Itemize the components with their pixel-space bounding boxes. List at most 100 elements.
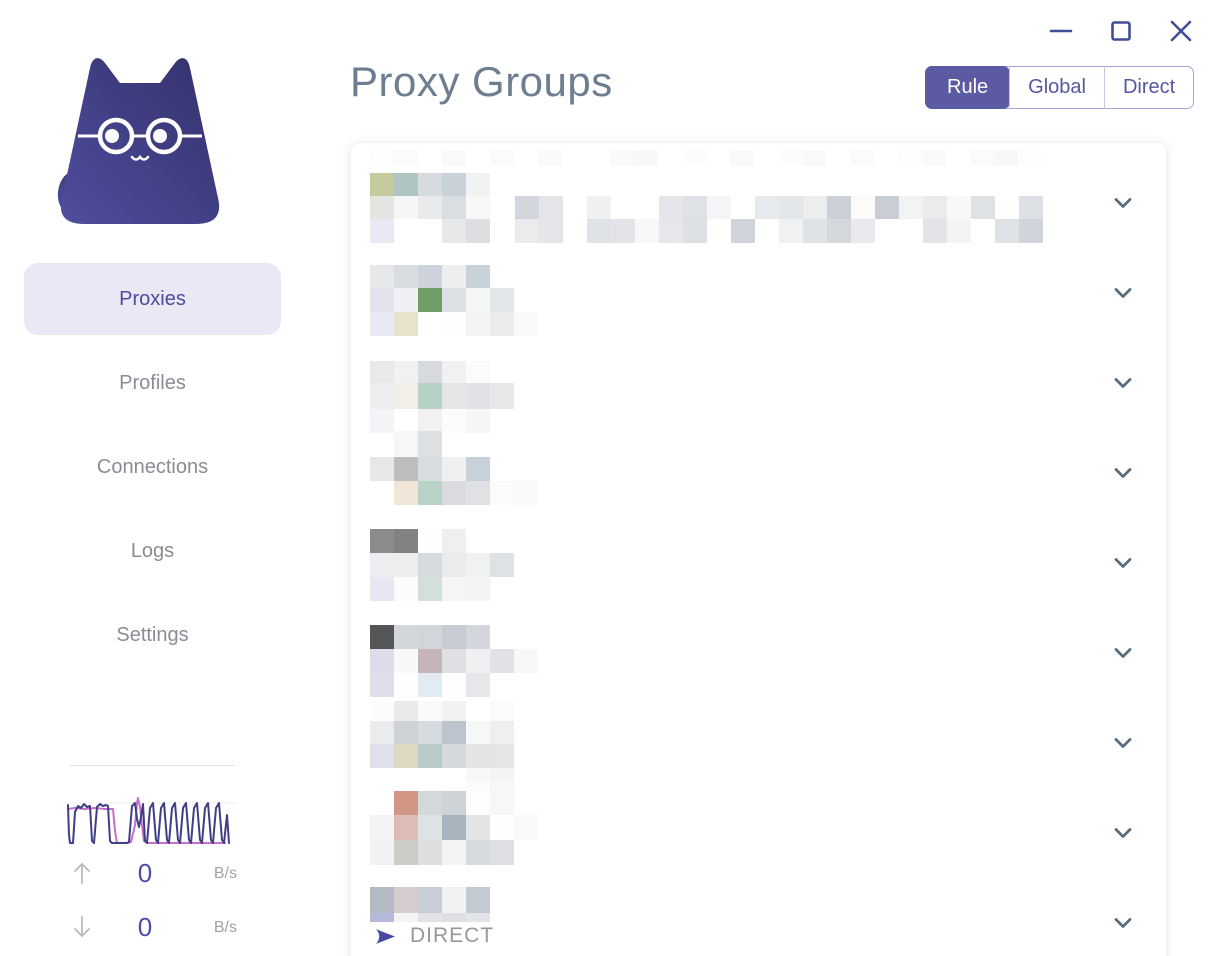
minimize-button[interactable] (1031, 12, 1091, 50)
redacted-pixel-block (418, 173, 442, 196)
redacted-pixel-block (418, 673, 442, 697)
redacted-pixel-block (394, 529, 418, 553)
redacted-pixel-block (466, 673, 490, 697)
redacted-pixel-block (418, 481, 442, 505)
mode-direct-button[interactable]: Direct (1103, 66, 1193, 109)
redacted-pixel-block (418, 791, 442, 815)
redacted-pixel-block (466, 840, 490, 865)
redacted-pixel-block (466, 409, 490, 433)
maximize-button[interactable] (1091, 12, 1151, 50)
redacted-pixel-block (418, 383, 442, 409)
redacted-pixel-block (394, 577, 418, 601)
redacted-pixel-block (539, 196, 563, 219)
redacted-pixel-block (899, 219, 923, 243)
redacted-pixel-block (539, 219, 563, 243)
sidebar-item-connections[interactable]: Connections (24, 431, 281, 503)
proxy-group-row[interactable]: DIRECT (351, 867, 1166, 956)
redacted-pixel-block (442, 150, 466, 166)
redacted-pixel-block (466, 721, 490, 744)
redacted-pixel-block (442, 840, 466, 865)
redacted-pixel-block (946, 150, 970, 166)
redacted-pixel-block (442, 791, 466, 815)
redacted-pixel-block (466, 577, 490, 601)
redacted-pixel-block (418, 744, 442, 768)
redacted-pixel-block (874, 150, 898, 166)
mode-global-button[interactable]: Global (1009, 66, 1104, 109)
redacted-pixel-block (515, 196, 539, 219)
redacted-pixel-block (442, 577, 466, 601)
chevron-down-icon[interactable] (1110, 460, 1136, 486)
redacted-pixel-block (370, 744, 394, 768)
sidebar-item-profiles[interactable]: Profiles (24, 347, 281, 419)
redacted-pixel-block (466, 791, 490, 815)
redacted-pixel-block (394, 887, 418, 913)
proxy-group-row[interactable] (351, 417, 1166, 507)
redacted-pixel-block (418, 361, 442, 383)
selected-proxy-arrow-icon (376, 928, 395, 944)
redacted-pixel-block (442, 815, 466, 840)
mode-rule-button[interactable]: Rule (925, 66, 1011, 109)
redacted-pixel-block (659, 196, 683, 219)
sidebar-item-logs[interactable]: Logs (24, 515, 281, 587)
redacted-pixel-block (418, 312, 442, 336)
chevron-down-icon[interactable] (1110, 910, 1136, 936)
sidebar-item-label: Connections (96, 455, 209, 478)
redacted-pixel-block (538, 150, 562, 166)
close-button[interactable] (1151, 12, 1211, 50)
chevron-down-icon[interactable] (1110, 550, 1136, 576)
chevron-down-icon[interactable] (1110, 820, 1136, 846)
proxy-group-row[interactable] (351, 507, 1166, 601)
download-speed-value: 0 (137, 912, 153, 942)
redacted-pixel-block (394, 791, 418, 815)
upload-speed-unit: B/s (213, 865, 237, 882)
redacted-pixel-block (394, 361, 418, 383)
redacted-pixel-block (418, 431, 442, 457)
redacted-pixel-block (418, 577, 442, 601)
redacted-pixel-block (490, 815, 514, 840)
proxy-group-row[interactable] (351, 327, 1166, 433)
redacted-pixel-block (514, 815, 538, 840)
redacted-pixel-block (418, 887, 442, 913)
redacted-pixel-block (394, 312, 418, 336)
redacted-pixel-block (490, 553, 514, 577)
sidebar-item-settings[interactable]: Settings (24, 599, 281, 671)
redacted-pixel-block (706, 150, 730, 166)
proxy-group-row[interactable] (351, 597, 1166, 697)
redacted-pixel-block (370, 265, 394, 288)
redacted-pixel-block (370, 673, 394, 697)
redacted-pixel-block (394, 744, 418, 768)
redacted-pixel-block (466, 383, 490, 409)
redacted-pixel-block (370, 649, 394, 673)
proxy-group-row[interactable] (351, 777, 1166, 867)
redacted-pixel-block (418, 457, 442, 481)
redacted-pixel-block (658, 150, 682, 166)
chevron-down-icon[interactable] (1110, 280, 1136, 306)
redacted-pixel-block (442, 913, 466, 922)
redacted-pixel-block (730, 150, 754, 166)
redacted-pixel-block (611, 196, 635, 219)
redacted-pixel-block (442, 721, 466, 744)
redacted-pixel-block (515, 219, 539, 243)
redacted-pixel-block (418, 553, 442, 577)
chevron-down-icon[interactable] (1110, 730, 1136, 756)
redacted-pixel-block (442, 173, 466, 196)
redacted-pixel-block (490, 744, 514, 768)
redacted-pixel-block (803, 219, 827, 243)
redacted-pixel-block (683, 196, 707, 219)
sidebar-nav: Proxies Profiles Connections Logs Settings (0, 263, 305, 683)
redacted-pixel-block (514, 481, 538, 505)
proxy-group-row[interactable] (351, 237, 1166, 336)
proxy-group-row[interactable] (351, 147, 1166, 243)
chevron-down-icon[interactable] (1110, 640, 1136, 666)
redacted-pixel-block (779, 196, 803, 219)
traffic-graph (65, 793, 237, 848)
redacted-pixel-block (370, 701, 394, 721)
redacted-pixel-block (466, 913, 490, 922)
proxy-group-row[interactable] (351, 687, 1166, 792)
sidebar-item-proxies[interactable]: Proxies (24, 263, 281, 335)
chevron-down-icon[interactable] (1110, 370, 1136, 396)
chevron-down-icon[interactable] (1110, 190, 1136, 216)
redacted-pixel-block (370, 288, 394, 312)
redacted-pixel-block (875, 196, 899, 219)
